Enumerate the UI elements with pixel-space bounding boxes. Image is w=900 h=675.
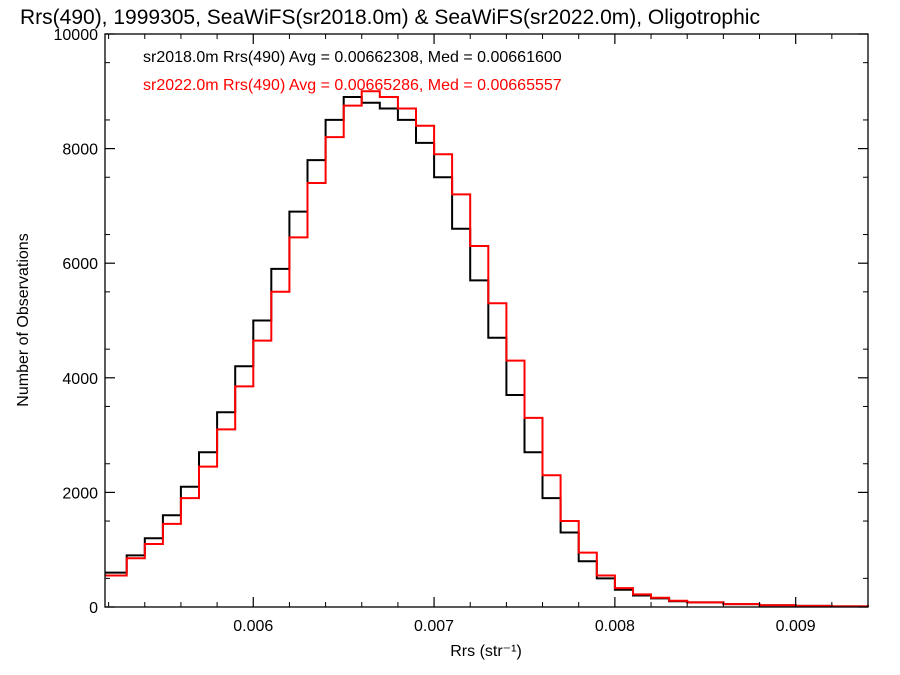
plot-frame — [104, 33, 869, 608]
chart-title: Rrs(490), 1999305, SeaWiFS(sr2018.0m) & … — [20, 6, 760, 29]
x-tick-label: 0.006 — [233, 618, 273, 635]
series-annotation-sr2018: sr2018.0m Rrs(490) Avg = 0.00662308, Med… — [143, 49, 562, 66]
x-tick-label: 0.007 — [414, 618, 454, 635]
y-tick-label: 10000 — [54, 27, 99, 44]
axes-layer: 0 2000 4000 6000 8000 10000 0.006 0.007 0.008 0.0… — [54, 27, 869, 635]
y-tick-label: 6000 — [62, 256, 98, 273]
series-layer — [105, 90, 869, 608]
y-tick-label: 0 — [89, 600, 98, 617]
y-tick-label: 8000 — [62, 142, 98, 159]
x-axis-label: Rrs (str⁻¹) — [450, 643, 522, 660]
y-tick-label: 4000 — [62, 371, 98, 388]
series-line-sr2022.0m — [105, 90, 869, 608]
y-tick-label: 2000 — [62, 485, 98, 502]
x-tick-label: 0.008 — [595, 618, 635, 635]
series-annotation-sr2022: sr2022.0m Rrs(490) Avg = 0.00665286, Med… — [143, 77, 562, 94]
x-tick-label: 0.009 — [776, 618, 816, 635]
y-axis-label: Number of Observations — [15, 233, 32, 406]
series-line-sr2018.0m — [105, 96, 869, 608]
